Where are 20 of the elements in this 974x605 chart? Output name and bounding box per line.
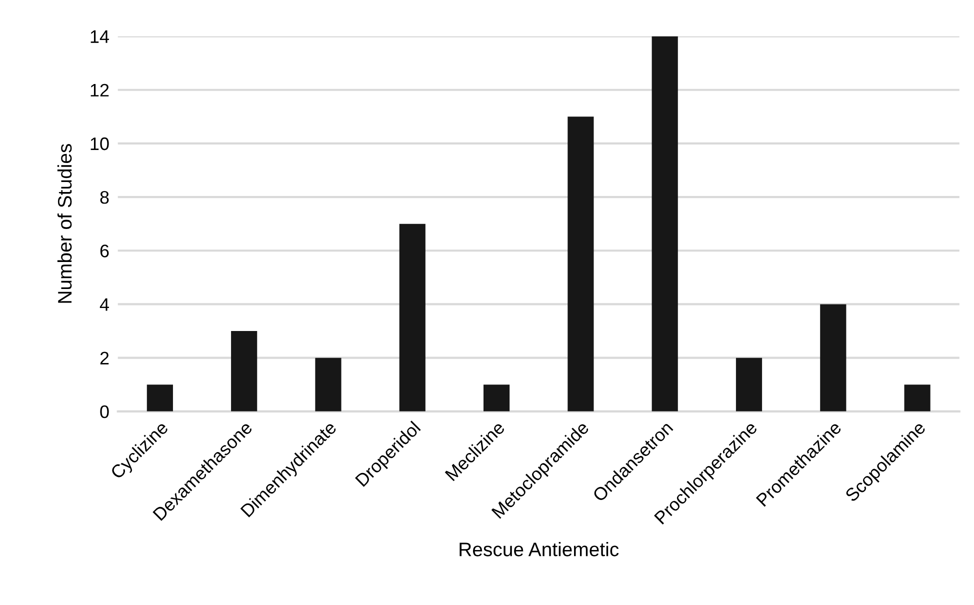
x-axis-title: Rescue Antiemetic [460,542,619,556]
bar [568,116,594,412]
bar [231,331,258,412]
y-tick-label: 0 [100,405,109,418]
y-tick-label: 2 [100,352,109,364]
bar [399,224,426,412]
bar [484,384,510,412]
y-tick-label: 12 [90,84,109,96]
y-tick-label: 4 [100,298,109,311]
bar [315,358,342,412]
bar [652,36,678,412]
bar [904,384,930,412]
y-tick-label: 6 [100,244,109,258]
bar [146,384,173,412]
y-axis-title: Number of Studies [57,144,72,303]
bar [820,304,846,412]
y-tick-label: 8 [100,190,109,204]
bar [736,358,762,412]
y-tick-label: 10 [90,137,109,150]
y-tick-label: 14 [90,30,109,43]
